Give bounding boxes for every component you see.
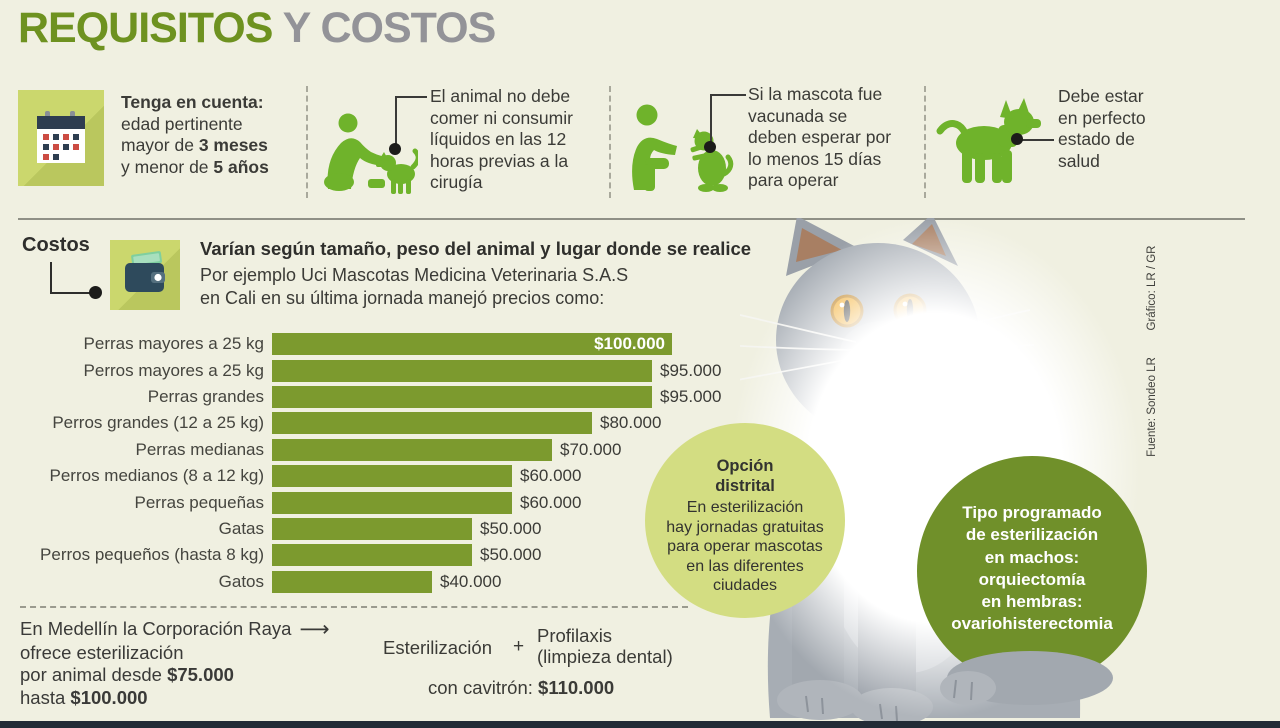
requirement-1-heading: Tenga en cuenta: xyxy=(121,92,264,112)
chart-value-label: $95.000 xyxy=(660,360,722,380)
chart-bar xyxy=(272,570,432,593)
chart-row: Perras mayores a 25 kg $100.000 xyxy=(0,331,760,357)
chart-row: Perros pequeños (hasta 8 kg) $50.000 xyxy=(0,542,760,568)
chart-bar xyxy=(272,412,592,435)
callout-dot-4 xyxy=(1011,133,1023,145)
chart-category-label: Perras medianas xyxy=(135,439,264,459)
costos-intro-bold: Varían según tamaño, peso del animal y l… xyxy=(200,238,752,259)
credit-fuente: Fuente: Sondeo LR xyxy=(1146,357,1158,457)
chart-row: Perros grandes (12 a 25 kg) $80.000 xyxy=(0,410,760,436)
chart-category-label: Gatos xyxy=(218,571,264,591)
medellin-text: En Medellín la Corporación Raya ⟶ ofrece … xyxy=(20,618,330,709)
medellin-line2: ofrece esterilización xyxy=(20,641,184,663)
requirement-2-text: El animal no debe comer ni consumir líqu… xyxy=(430,86,573,192)
title-gray: Y COSTOS xyxy=(272,4,497,52)
chart-value-label: $95.000 xyxy=(660,386,722,406)
bottom-bar xyxy=(0,721,1280,728)
medellin-line1: En Medellín la Corporación Raya ⟶ xyxy=(20,618,330,641)
chart-bar xyxy=(272,544,472,567)
requirement-1-line4: y menor de 5 años xyxy=(121,156,269,177)
section-divider xyxy=(18,218,1245,220)
separator-1 xyxy=(306,86,308,198)
chart-value-label: $80.000 xyxy=(600,413,662,433)
chart-value-label: $60.000 xyxy=(520,466,582,486)
credit-grafico: Gráfico: LR / GR xyxy=(1146,245,1158,331)
wallet-icon xyxy=(125,251,165,292)
chart-category-label: Perros medianos (8 a 12 kg) xyxy=(49,466,265,486)
chart-value-label: $50.000 xyxy=(480,545,542,565)
chart-value-label: $100.000 xyxy=(594,334,665,354)
requirement-1-line2: edad pertinente xyxy=(121,113,243,134)
opcion-distrital-body: En esterilización hay jornadas gratuitas… xyxy=(666,499,824,594)
chart-category-label: Perros mayores a 25 kg xyxy=(83,360,264,380)
chart-category-label: Perros grandes (12 a 25 kg) xyxy=(52,413,264,433)
separator-3 xyxy=(924,86,926,198)
chart-bar xyxy=(272,359,652,382)
costos-intro-text: Por ejemplo Uci Mascotas Medicina Veteri… xyxy=(200,265,629,308)
person-feeding-dog-icon xyxy=(324,113,418,194)
callout-dot-2 xyxy=(389,143,401,155)
chart-row: Perros medianos (8 a 12 kg) $60.000 xyxy=(0,463,760,489)
opcion-distrital-circle: Opción distrital En esterilización hay j… xyxy=(645,423,845,618)
chart-category-label: Perras mayores a 25 kg xyxy=(83,334,264,354)
chart-row: Gatas $50.000 xyxy=(0,516,760,542)
chart-value-label: $40.000 xyxy=(440,571,502,591)
costos-connector xyxy=(50,262,96,294)
chart-value-label: $60.000 xyxy=(520,492,582,512)
chart-value-label: $70.000 xyxy=(560,439,622,459)
chart-category-label: Gatas xyxy=(218,518,264,538)
requirement-1-line3: mayor de 3 meses xyxy=(121,135,268,155)
chart-bar: $100.000 xyxy=(272,333,672,356)
chart-category-label: Perros pequeños (hasta 8 kg) xyxy=(40,545,264,565)
calendar-icon xyxy=(37,111,85,163)
chart-row: Perras grandes $95.000 xyxy=(0,384,760,410)
chart-bar xyxy=(272,517,472,540)
medellin-line3: por animal desde $75.000 xyxy=(20,664,234,685)
tipo-programado-circle: Tipo programado de esterilización en mac… xyxy=(917,456,1147,686)
chart-bar xyxy=(272,438,552,461)
chart-category-label: Perras grandes xyxy=(147,386,264,406)
chart-row: Perros mayores a 25 kg $95.000 xyxy=(0,357,760,383)
requirement-1-text: Tenga en cuenta: edad pertinente mayor d… xyxy=(121,92,269,178)
separator-2 xyxy=(609,86,611,198)
chart-bar xyxy=(272,491,512,514)
formula-plus: + xyxy=(513,636,525,657)
opcion-distrital-title: Opción distrital xyxy=(715,457,775,495)
title-green: REQUISITOS xyxy=(18,4,273,52)
cavitron-text: con cavitrón: $110.000 xyxy=(428,677,615,698)
chart-row: Perras pequeñas $60.000 xyxy=(0,489,760,515)
requirement-3-text: Si la mascota fue vacunada se deben espe… xyxy=(748,84,892,190)
callout-dot-3 xyxy=(704,141,716,153)
callout-line-4 xyxy=(1020,139,1054,141)
chart-category-label: Perras pequeñas xyxy=(134,492,264,512)
chart-row: Perras medianas $70.000 xyxy=(0,437,760,463)
bottom-divider xyxy=(20,606,688,608)
formula-profilaxis: Profilaxis (limpieza dental) xyxy=(537,625,673,667)
requirement-4-text: Debe estar en perfecto estado de salud xyxy=(1058,86,1146,171)
tipo-programado-text: Tipo programado de esterilización en mac… xyxy=(951,503,1113,634)
callout-line-2 xyxy=(395,96,427,150)
cat-paw-icon xyxy=(940,651,1113,705)
chart-row: Gatos $40.000 xyxy=(0,569,760,595)
dog-icon xyxy=(936,98,1041,183)
chart-value-label: $50.000 xyxy=(480,518,542,538)
callout-line-3 xyxy=(710,94,746,148)
bar-chart: Perras mayores a 25 kg $100.000 Perros may… xyxy=(0,331,760,595)
medellin-line4: hasta $100.000 xyxy=(20,686,148,708)
formula-esterilizacion: Esterilización xyxy=(383,637,492,658)
wallet-tile xyxy=(110,240,180,310)
chart-bar xyxy=(272,465,512,488)
costos-dot xyxy=(89,286,102,299)
right-arrow-icon: ⟶ xyxy=(299,618,330,641)
calendar-tile xyxy=(18,90,104,186)
person-with-dog-icon xyxy=(632,104,734,192)
costos-label: Costos xyxy=(22,234,90,256)
page-title: REQUISITOS Y COSTOS xyxy=(18,4,497,53)
chart-bar xyxy=(272,385,652,408)
